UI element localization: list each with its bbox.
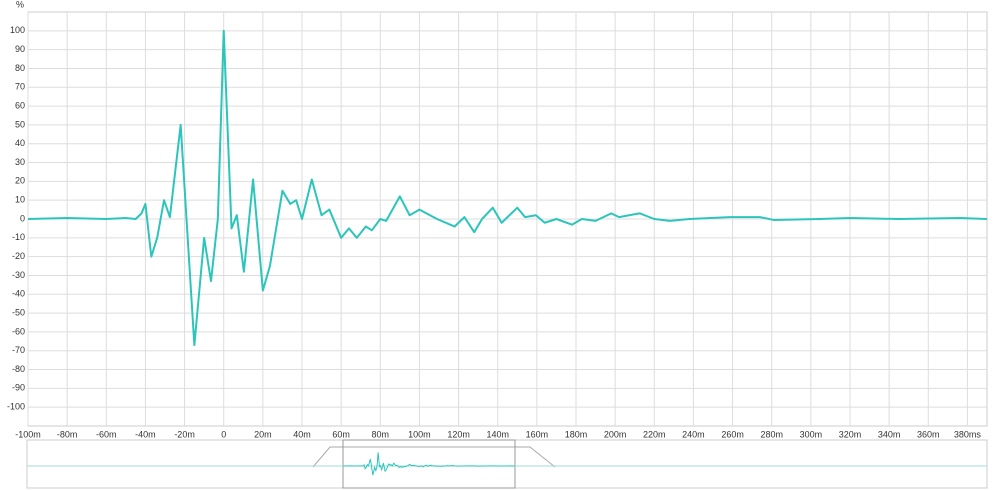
y-tick-label: -30 xyxy=(12,270,25,280)
x-tick-label: 380ms xyxy=(954,429,982,439)
x-tick-label: 240m xyxy=(682,429,705,439)
x-tick-label: 340m xyxy=(878,429,901,439)
y-tick-label: -60 xyxy=(12,326,25,336)
y-tick-label: -100 xyxy=(7,402,25,412)
overview-line xyxy=(342,452,516,476)
y-axis-label: % xyxy=(16,0,24,9)
x-tick-label: 200m xyxy=(604,429,627,439)
x-tick-label: 260m xyxy=(721,429,744,439)
x-tick-label: 160m xyxy=(526,429,549,439)
y-tick-label: -10 xyxy=(12,232,25,242)
y-tick-label: 100 xyxy=(10,25,25,35)
x-tick-label: 80m xyxy=(372,429,390,439)
x-tick-label: 180m xyxy=(565,429,588,439)
x-tick-label: 320m xyxy=(839,429,862,439)
x-tick-label: 360m xyxy=(917,429,940,439)
x-tick-label: 300m xyxy=(800,429,823,439)
y-tick-label: -90 xyxy=(12,383,25,393)
y-tick-label: -70 xyxy=(12,345,25,355)
y-tick-label: 30 xyxy=(15,157,25,167)
y-tick-label: 50 xyxy=(15,119,25,129)
window-shape xyxy=(312,446,556,468)
y-tick-label: -20 xyxy=(12,251,25,261)
y-tick-label: 70 xyxy=(15,82,25,92)
y-tick-label: 90 xyxy=(15,44,25,54)
x-tick-label: 40m xyxy=(293,429,311,439)
y-tick-label: 60 xyxy=(15,100,25,110)
series-line xyxy=(27,29,988,347)
y-tick-label: 40 xyxy=(15,138,25,148)
overview-selection xyxy=(342,439,516,489)
x-tick-label: -20m xyxy=(174,429,195,439)
x-tick-label: 100m xyxy=(408,429,431,439)
y-tick-label: 10 xyxy=(15,195,25,205)
x-tick-label: -80m xyxy=(57,429,78,439)
y-tick-label: 20 xyxy=(15,176,25,186)
y-tick-label: -50 xyxy=(12,307,25,317)
y-tick-label: -40 xyxy=(12,289,25,299)
x-tick-label: 140m xyxy=(486,429,509,439)
x-tick-label: -60m xyxy=(96,429,117,439)
y-tick-label: 0 xyxy=(20,213,25,223)
x-tick-label: 20m xyxy=(254,429,272,439)
y-tick-label: 80 xyxy=(15,63,25,73)
x-tick-label: 120m xyxy=(447,429,470,439)
x-tick-label: -40m xyxy=(135,429,156,439)
x-tick-label: -100m xyxy=(15,429,41,439)
x-tick-label: 280m xyxy=(760,429,783,439)
x-tick-label: 0 xyxy=(221,429,226,439)
x-tick-label: 220m xyxy=(643,429,666,439)
x-tick-label: 60m xyxy=(332,429,350,439)
y-tick-label: -80 xyxy=(12,364,25,374)
